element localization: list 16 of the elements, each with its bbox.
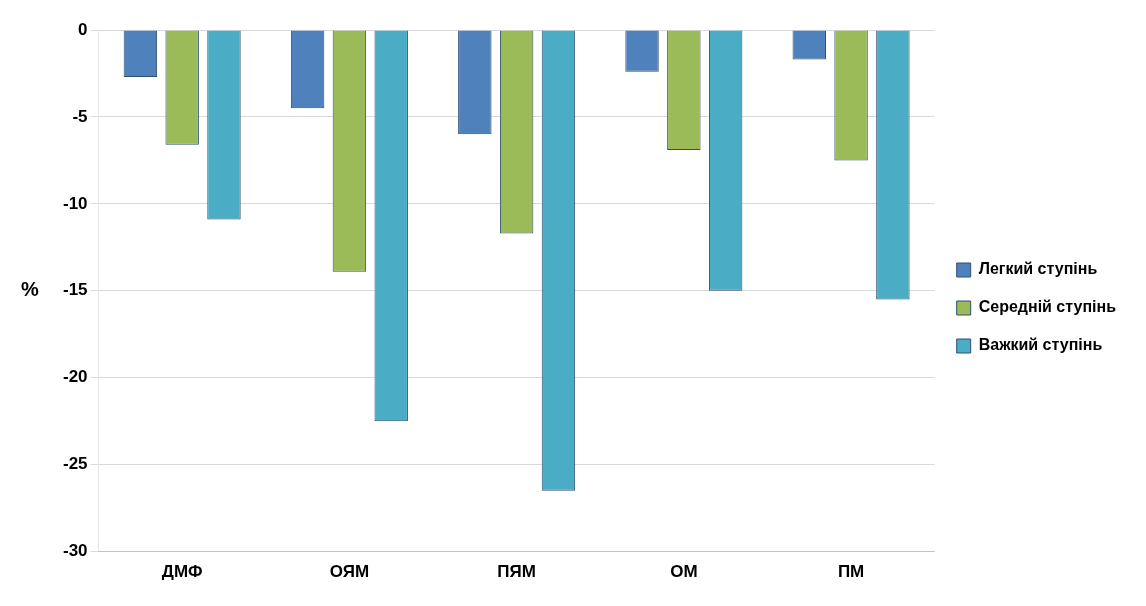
- x-tick-label: ПЯМ: [497, 562, 536, 582]
- x-tick-label: ДМФ: [161, 562, 203, 582]
- legend-label: Легкий ступінь: [978, 260, 1098, 278]
- x-tick-label: ПМ: [837, 562, 865, 582]
- x-tick-label: ОМ: [670, 562, 698, 582]
- y-tick-label: -5: [72, 106, 88, 126]
- y-tick-label: -15: [62, 280, 88, 300]
- legend-label: Важкий ступінь: [978, 336, 1103, 354]
- y-tick-label: -30: [62, 541, 88, 561]
- legend-label: Середній ступінь: [978, 298, 1117, 316]
- y-tick-label: -10: [62, 193, 88, 213]
- y-tick-label: -20: [62, 367, 88, 387]
- y-axis-title: %: [21, 278, 40, 301]
- x-tick-label: ОЯМ: [329, 562, 370, 582]
- y-tick-label: -25: [62, 454, 88, 474]
- y-tick-label: 0: [78, 19, 88, 39]
